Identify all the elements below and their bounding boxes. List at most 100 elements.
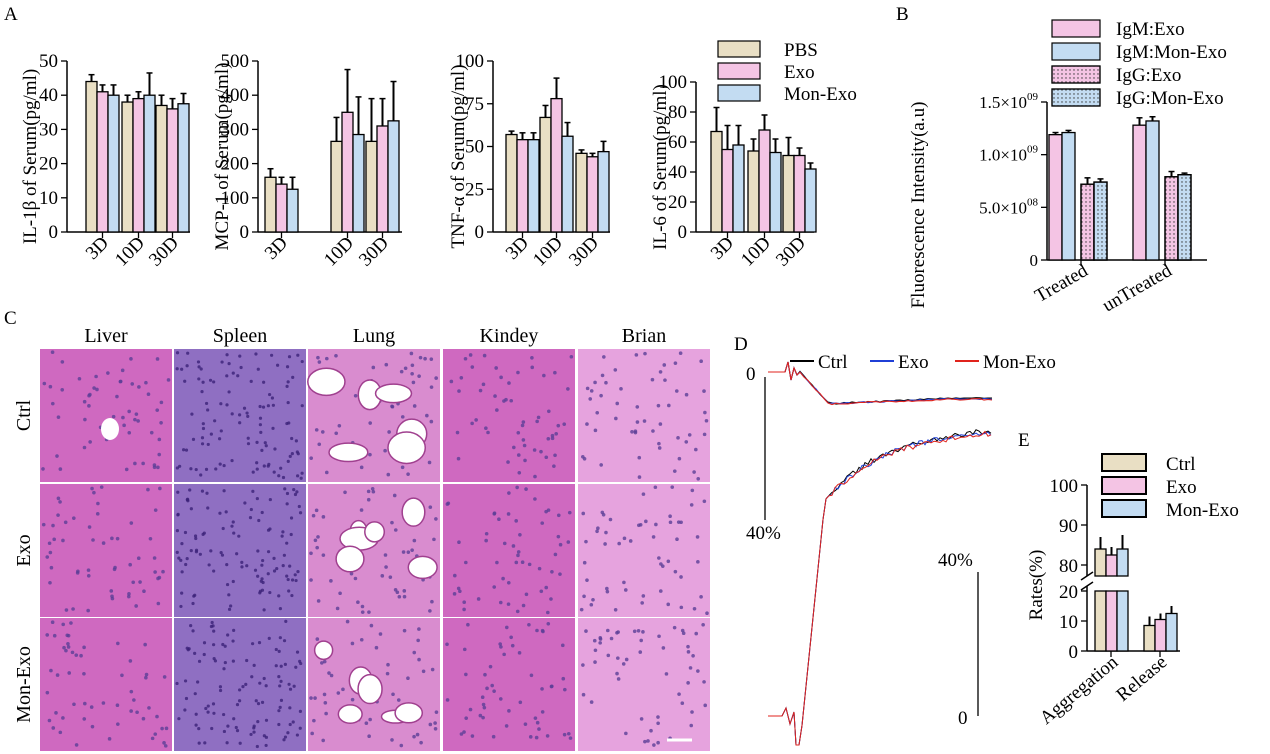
nucleus (272, 470, 276, 474)
nucleus (274, 647, 278, 652)
nucleus (523, 458, 527, 463)
nucleus (89, 705, 94, 709)
nucleus (411, 380, 416, 385)
nucleus (213, 419, 217, 423)
nucleus (384, 565, 388, 569)
nucleus (310, 731, 314, 736)
nucleus (691, 653, 695, 658)
nucleus (223, 660, 227, 665)
nucleus (270, 396, 275, 400)
nucleus (191, 437, 196, 441)
nucleus (136, 419, 140, 423)
nucleus (396, 698, 401, 702)
nucleus (279, 698, 284, 703)
nucleus (312, 718, 316, 723)
nucleus (558, 542, 563, 547)
nucleus (200, 436, 205, 440)
rates-bar (1143, 624, 1156, 652)
nucleus (468, 353, 473, 357)
nucleus (387, 430, 391, 434)
nucleus (166, 378, 171, 382)
nucleus (250, 642, 255, 646)
mcp1-bar-exo (275, 183, 288, 233)
mcp1-x-tick-label: 10D (320, 233, 358, 271)
nucleus (490, 683, 494, 688)
nucleus (87, 393, 91, 398)
nucleus (554, 432, 559, 436)
nucleus (529, 673, 534, 678)
nucleus (702, 499, 707, 504)
nucleus (658, 370, 663, 374)
histology-image (307, 349, 440, 482)
nucleus (368, 452, 372, 457)
nucleus (249, 507, 253, 512)
central-vein (101, 418, 119, 440)
nucleus (311, 513, 316, 518)
nucleus (127, 592, 131, 596)
nucleus (412, 404, 417, 408)
nucleus (193, 534, 198, 538)
fluor-bar-dots (1080, 183, 1095, 261)
nucleus (189, 467, 193, 471)
nucleus (214, 467, 218, 471)
nucleus (258, 416, 263, 420)
nucleus (643, 739, 647, 744)
nucleus (309, 551, 313, 556)
nucleus (649, 728, 653, 733)
rates-legend-swatch (1101, 453, 1147, 472)
nucleus (203, 741, 207, 745)
nucleus (662, 363, 667, 367)
nucleus (530, 355, 534, 360)
nucleus (476, 597, 481, 601)
histology-tissue (40, 484, 172, 617)
nucleus (539, 589, 544, 594)
nucleus (186, 497, 190, 501)
nucleus (689, 723, 694, 728)
il6-y-tick-label: 100 (659, 72, 688, 93)
il6-x-tick-label: 3D (707, 233, 738, 264)
nucleus (204, 467, 209, 471)
nucleus (642, 419, 647, 423)
il6-y-tick-label: 60 (668, 132, 687, 153)
nucleus (200, 389, 204, 394)
nucleus (390, 738, 394, 742)
nucleus (260, 577, 264, 581)
nucleus (252, 730, 256, 734)
nucleus (246, 414, 250, 418)
nucleus (90, 486, 94, 491)
nucleus (390, 404, 394, 409)
legend-b-swatch-dots (1051, 88, 1101, 107)
nucleus (189, 507, 193, 511)
nucleus (183, 708, 187, 712)
tnfa-bar-mon-exo (597, 150, 610, 233)
il1b-bar-mon-exo (107, 94, 120, 233)
fluor-bar-dots (1093, 181, 1108, 261)
nucleus (309, 578, 313, 582)
histology-tissue (443, 349, 575, 482)
nucleus (553, 552, 558, 557)
nucleus (110, 594, 114, 599)
nucleus (410, 363, 415, 368)
nucleus (87, 525, 92, 529)
nucleus (263, 441, 267, 445)
nucleus (225, 563, 229, 567)
nucleus (556, 534, 561, 539)
nucleus (234, 725, 238, 730)
nucleus (674, 389, 679, 393)
nucleus (449, 379, 454, 384)
nucleus (294, 665, 298, 669)
nucleus (468, 707, 473, 712)
panel-label-a: A (4, 4, 18, 25)
nucleus (227, 593, 231, 597)
nucleus (686, 644, 690, 649)
nucleus (268, 527, 272, 531)
nucleus (510, 643, 515, 648)
nucleus (480, 695, 485, 700)
legend-a: PBS Exo Mon-Exo (717, 40, 857, 105)
nucleus (329, 673, 334, 678)
nucleus (345, 619, 350, 624)
nucleus (183, 530, 188, 535)
nucleus (210, 726, 214, 731)
nucleus (148, 537, 153, 541)
nucleus (280, 534, 284, 538)
